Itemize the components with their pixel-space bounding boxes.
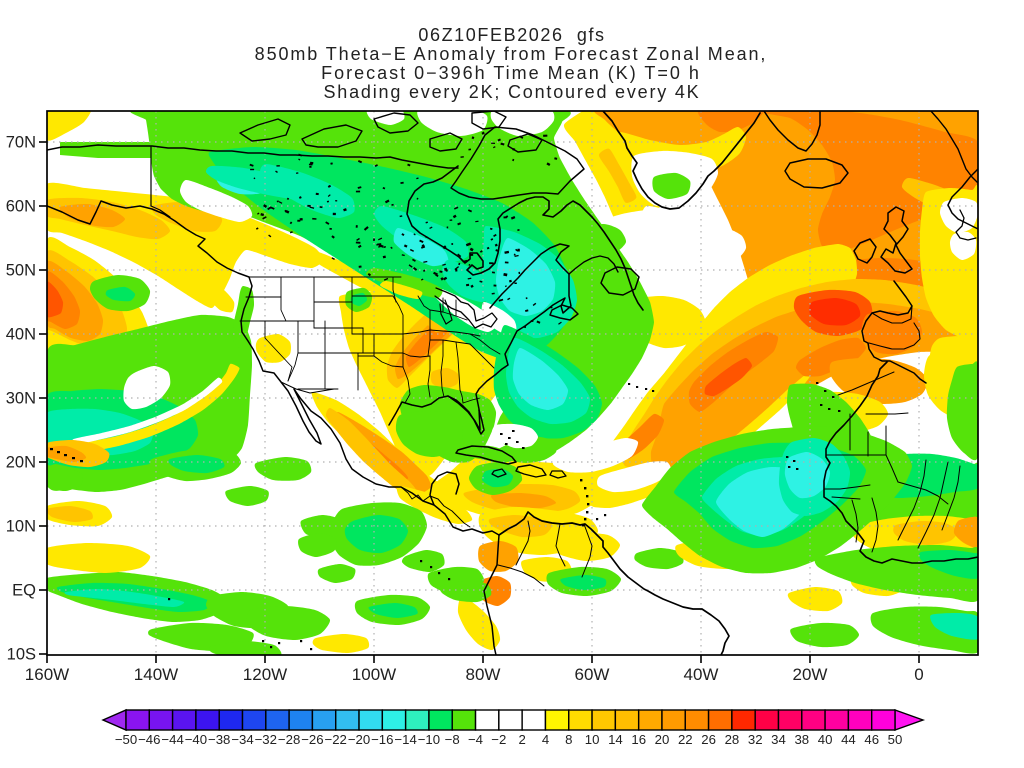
- svg-text:10S: 10S: [7, 646, 36, 664]
- svg-text:20: 20: [655, 732, 670, 747]
- svg-text:−46: −46: [138, 732, 160, 747]
- svg-text:−2: −2: [491, 732, 506, 747]
- svg-text:70N: 70N: [6, 134, 36, 152]
- svg-text:10N: 10N: [6, 518, 36, 536]
- svg-text:−20: −20: [348, 732, 370, 747]
- svg-text:46: 46: [864, 732, 879, 747]
- svg-text:−4: −4: [468, 732, 483, 747]
- svg-text:−22: −22: [325, 732, 347, 747]
- svg-text:−40: −40: [185, 732, 207, 747]
- svg-text:44: 44: [841, 732, 856, 747]
- svg-text:4: 4: [542, 732, 549, 747]
- svg-text:Forecast 0−396h Time Mean (K): Forecast 0−396h Time Mean (K) T=0 h: [321, 63, 701, 83]
- svg-text:06Z10FEB2026 gfs: 06Z10FEB2026 gfs: [418, 25, 605, 45]
- svg-text:100W: 100W: [352, 665, 396, 684]
- svg-text:40: 40: [818, 732, 833, 747]
- svg-text:20W: 20W: [793, 665, 828, 684]
- svg-text:50: 50: [888, 732, 903, 747]
- svg-text:Shading every 2K; Contoured ev: Shading every 2K; Contoured every 4K: [324, 82, 701, 102]
- svg-text:160W: 160W: [25, 665, 69, 684]
- svg-text:10: 10: [585, 732, 600, 747]
- svg-text:−26: −26: [301, 732, 323, 747]
- svg-text:40N: 40N: [6, 326, 36, 344]
- svg-text:34: 34: [771, 732, 786, 747]
- svg-text:60W: 60W: [575, 665, 610, 684]
- svg-text:−32: −32: [255, 732, 277, 747]
- svg-text:32: 32: [748, 732, 763, 747]
- svg-text:28: 28: [725, 732, 740, 747]
- svg-text:16: 16: [631, 732, 646, 747]
- svg-text:50N: 50N: [6, 262, 36, 280]
- svg-text:−38: −38: [208, 732, 230, 747]
- svg-text:−44: −44: [161, 732, 183, 747]
- svg-text:22: 22: [678, 732, 693, 747]
- svg-text:−28: −28: [278, 732, 300, 747]
- svg-text:140W: 140W: [134, 665, 178, 684]
- svg-text:−34: −34: [231, 732, 253, 747]
- svg-text:80W: 80W: [466, 665, 501, 684]
- svg-text:120W: 120W: [243, 665, 287, 684]
- svg-text:20N: 20N: [6, 454, 36, 472]
- svg-text:40W: 40W: [684, 665, 719, 684]
- svg-text:14: 14: [608, 732, 623, 747]
- svg-text:−16: −16: [371, 732, 393, 747]
- svg-text:38: 38: [794, 732, 809, 747]
- svg-text:2: 2: [519, 732, 526, 747]
- svg-text:60N: 60N: [6, 198, 36, 216]
- svg-text:8: 8: [565, 732, 572, 747]
- svg-text:EQ: EQ: [12, 582, 36, 600]
- svg-text:−14: −14: [394, 732, 416, 747]
- svg-text:0: 0: [914, 665, 923, 684]
- svg-text:850mb Theta−E Anomaly from For: 850mb Theta−E Anomaly from Forecast Zona…: [255, 44, 768, 64]
- svg-text:30N: 30N: [6, 390, 36, 408]
- svg-text:−50: −50: [115, 732, 137, 747]
- svg-text:−10: −10: [418, 732, 440, 747]
- svg-text:−8: −8: [445, 732, 460, 747]
- svg-text:26: 26: [701, 732, 716, 747]
